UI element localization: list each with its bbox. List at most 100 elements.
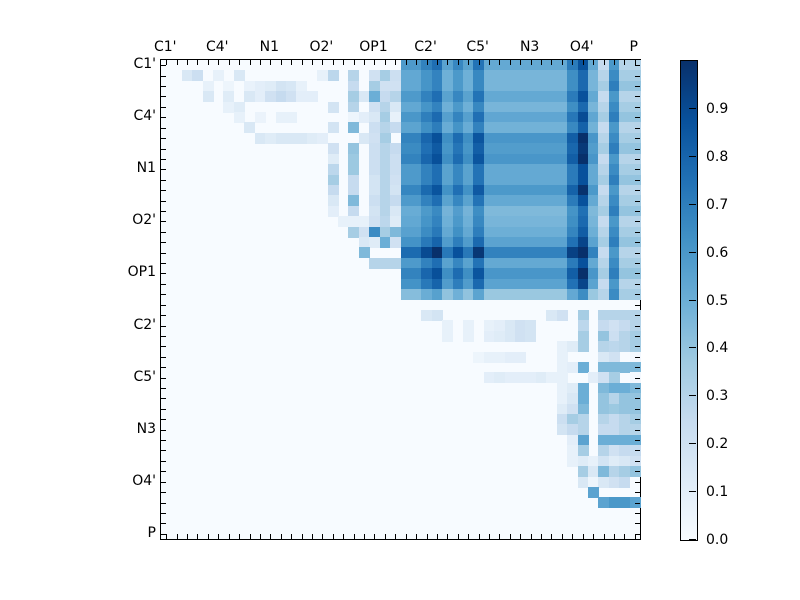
y-tick [161, 502, 166, 504]
heatmap-cell [515, 216, 527, 228]
heatmap-cell [587, 216, 599, 228]
x-tick [166, 534, 168, 539]
heatmap-cell [400, 70, 412, 82]
heatmap-cell [348, 195, 360, 207]
heatmap-cell [317, 132, 329, 144]
y-tick-label: C2' [133, 316, 156, 333]
heatmap-cell [587, 278, 599, 290]
heatmap-cell [285, 91, 297, 103]
heatmap-cell [587, 257, 599, 269]
heatmap-cell [296, 80, 308, 92]
heatmap-cell [525, 330, 537, 342]
y-tick [635, 450, 640, 452]
heatmap-cell [379, 122, 391, 134]
heatmap-cell [400, 289, 412, 301]
y-tick [161, 523, 166, 525]
heatmap-cell [598, 205, 610, 217]
heatmap-cell [462, 237, 474, 249]
heatmap-cell [577, 184, 589, 196]
heatmap-cell [473, 278, 485, 290]
heatmap-cell [327, 143, 339, 155]
heatmap-cell [462, 216, 474, 228]
x-tick [228, 60, 230, 65]
x-tick-label: O4' [569, 39, 594, 55]
heatmap-cell [619, 424, 631, 436]
heatmap-cell [598, 476, 610, 488]
heatmap-cell [587, 195, 599, 207]
heatmap-cell [483, 247, 495, 259]
heatmap-cell [410, 112, 422, 124]
x-tick [499, 534, 501, 539]
heatmap-cell [515, 70, 527, 82]
heatmap-cell [598, 278, 610, 290]
colorbar-tick [689, 107, 696, 109]
heatmap-cell [598, 237, 610, 249]
heatmap-cell [483, 330, 495, 342]
y-tick [161, 460, 166, 462]
heatmap-cell [410, 216, 422, 228]
heatmap-cell [504, 268, 516, 280]
heatmap-cell [525, 320, 537, 332]
heatmap-cell [462, 174, 474, 186]
heatmap-cell [462, 60, 474, 71]
heatmap-cell [473, 153, 485, 165]
heatmap-cell [515, 226, 527, 238]
heatmap-cell [535, 278, 547, 290]
heatmap-cell [327, 205, 339, 217]
heatmap-cell [390, 237, 402, 249]
y-tick [161, 148, 166, 150]
heatmap-cell [421, 184, 433, 196]
heatmap-cell [483, 70, 495, 82]
heatmap-cell [504, 226, 516, 238]
heatmap-cell [515, 80, 527, 92]
x-tick [634, 534, 636, 539]
heatmap-cell [577, 60, 589, 71]
heatmap-cell [473, 164, 485, 176]
heatmap-cell [442, 80, 454, 92]
heatmap-cell [525, 226, 537, 238]
heatmap-cell [619, 247, 631, 259]
heatmap-cell [598, 80, 610, 92]
heatmap-cell [462, 226, 474, 238]
y-tick [635, 231, 640, 233]
heatmap-cell [556, 341, 568, 353]
heatmap-cell [598, 424, 610, 436]
heatmap-cell [546, 289, 558, 301]
heatmap-cell [515, 247, 527, 259]
heatmap-cell [431, 205, 443, 217]
heatmap-cell [452, 257, 464, 269]
heatmap-cell [442, 289, 454, 301]
heatmap-cell [577, 278, 589, 290]
heatmap-cell [421, 278, 433, 290]
y-tick [635, 523, 640, 525]
heatmap-cell [619, 414, 631, 426]
x-tick [457, 60, 459, 65]
heatmap-cell [567, 70, 579, 82]
heatmap-cell [587, 70, 599, 82]
heatmap-cell [494, 226, 506, 238]
heatmap-cell [515, 132, 527, 144]
heatmap-cell [452, 237, 464, 249]
heatmap-cell [379, 91, 391, 103]
heatmap-cell [431, 112, 443, 124]
heatmap-cell [317, 70, 329, 82]
x-tick [343, 534, 345, 539]
heatmap-cell [400, 122, 412, 134]
heatmap-cell [327, 101, 339, 113]
heatmap-cell [567, 382, 579, 394]
heatmap-cell [515, 330, 527, 342]
heatmap-cell [546, 132, 558, 144]
heatmap-cell [254, 91, 266, 103]
heatmap-cell [390, 122, 402, 134]
heatmap-cell [546, 268, 558, 280]
x-tick-label: O2' [309, 39, 334, 55]
y-tick [635, 335, 640, 337]
heatmap-cell [483, 184, 495, 196]
heatmap-cell [348, 70, 360, 82]
heatmap-cell [504, 122, 516, 134]
y-tick [635, 481, 640, 483]
heatmap-cell [244, 91, 256, 103]
heatmap-cell [494, 320, 506, 332]
heatmap-cell [567, 112, 579, 124]
heatmap-cell [587, 237, 599, 249]
